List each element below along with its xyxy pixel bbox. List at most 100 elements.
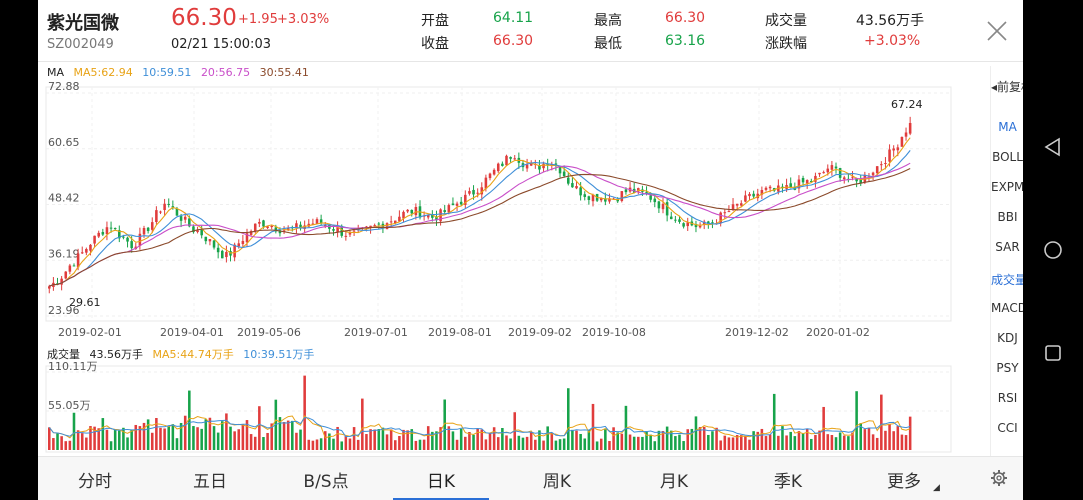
date-tick-label: 2019-05-06 xyxy=(237,326,301,339)
tab-4[interactable]: 周K xyxy=(542,472,572,492)
candle-body xyxy=(842,177,846,180)
volume-bar xyxy=(97,428,100,450)
kline-chart-area[interactable]: MA MA5:62.94 10:59.51 20:56.75 30:55.41 … xyxy=(38,62,990,456)
indicator-0[interactable]: ◂前复权 xyxy=(991,80,1023,94)
price-tick-label: 48.42 xyxy=(48,192,80,205)
candle-body xyxy=(814,175,817,182)
volume-bar xyxy=(900,434,904,450)
candle-body xyxy=(682,223,685,227)
volume-bar xyxy=(690,428,694,450)
tab-0[interactable]: 分时 xyxy=(78,472,112,492)
indicator-3[interactable]: EXPMA xyxy=(991,180,1023,194)
indicator-8[interactable]: KDJ xyxy=(997,331,1018,345)
candle-body xyxy=(253,223,257,232)
candle-body xyxy=(892,148,895,151)
tab-3[interactable]: 日K xyxy=(426,472,456,492)
candle-body xyxy=(303,225,306,229)
indicator-11[interactable]: CCI xyxy=(997,421,1018,435)
volume-bar xyxy=(859,423,863,450)
volume-bar xyxy=(369,429,372,450)
indicator-7[interactable]: MACD xyxy=(991,301,1023,315)
volume-bar xyxy=(216,432,220,450)
candle-body xyxy=(649,195,652,200)
candle-body xyxy=(760,190,764,195)
recents-button[interactable] xyxy=(1043,343,1063,363)
tab-5[interactable]: 月K xyxy=(659,472,689,492)
volume-bar xyxy=(435,431,438,450)
back-button[interactable] xyxy=(1043,137,1063,157)
vol-ma10-line xyxy=(48,416,911,438)
candle-body xyxy=(373,225,376,227)
volume-bar xyxy=(286,420,290,450)
volume-bar xyxy=(781,426,784,450)
settings-button[interactable] xyxy=(988,467,1010,489)
volume-bar xyxy=(793,436,797,450)
candle-body xyxy=(64,271,68,279)
indicator-9[interactable]: PSY xyxy=(996,361,1019,375)
volume-bar xyxy=(171,424,175,450)
indicator-4[interactable]: BBI xyxy=(997,210,1018,224)
volume-bar xyxy=(183,415,187,450)
candle-body xyxy=(295,223,298,228)
candle-body xyxy=(727,211,731,213)
volume-bar xyxy=(208,417,212,450)
candle-body xyxy=(80,252,84,254)
change-pct-label: 涨跌幅 xyxy=(765,36,807,52)
volume-bar xyxy=(604,429,607,450)
volume-bar xyxy=(628,434,632,450)
volume-bar xyxy=(414,440,418,450)
candle-body xyxy=(805,179,809,184)
home-button[interactable] xyxy=(1043,240,1063,260)
candle-body xyxy=(620,191,624,202)
volume-bar xyxy=(550,432,554,450)
volume-legend: 成交量 43.56万手 MA5:44.74万手 10:39.51万手 xyxy=(47,346,314,362)
indicator-1[interactable]: MA xyxy=(998,120,1017,134)
volume-bar xyxy=(406,430,409,450)
candle-body xyxy=(171,206,175,208)
candle-body xyxy=(406,209,409,212)
volume-bar xyxy=(529,432,533,450)
candle-body xyxy=(179,216,183,221)
volume-bar xyxy=(142,422,146,450)
volume-bar xyxy=(661,430,665,450)
volume-axis-labels: 110.11万 55.05万 xyxy=(48,360,98,412)
volume-bar xyxy=(830,434,834,450)
volume-bar xyxy=(847,436,850,450)
volume-bar xyxy=(534,439,537,450)
volume-bar xyxy=(546,426,549,450)
candle-body xyxy=(183,216,187,220)
back-icon xyxy=(1044,137,1060,157)
candle-body xyxy=(488,173,492,179)
candle-body xyxy=(385,223,389,230)
candle-body xyxy=(513,158,517,160)
volume-bar xyxy=(595,441,599,450)
tab-1[interactable]: 五日 xyxy=(193,472,227,492)
indicator-2[interactable]: BOLL xyxy=(992,150,1023,164)
tab-6[interactable]: 季K xyxy=(773,472,803,492)
indicator-10[interactable]: RSI xyxy=(997,391,1018,405)
volume-ma-lines xyxy=(48,415,911,439)
volume-value: 43.56万手 xyxy=(856,13,925,29)
candle-body xyxy=(571,183,574,188)
volume-bar xyxy=(356,439,360,450)
candle-body xyxy=(237,243,241,247)
close-button[interactable] xyxy=(984,18,1010,44)
volume-bar xyxy=(669,430,673,450)
candle-body xyxy=(369,225,372,228)
indicator-5[interactable]: SAR xyxy=(995,240,1020,254)
tab-2[interactable]: B/S点 xyxy=(303,472,349,492)
candle-body xyxy=(525,164,529,169)
candle-body xyxy=(249,231,253,235)
candle-body xyxy=(270,226,273,228)
price-tick-label: 36.19 xyxy=(48,247,80,260)
candle-body xyxy=(122,236,125,238)
indicator-6[interactable]: 成交量 xyxy=(991,273,1023,287)
candle-body xyxy=(505,155,508,166)
candle-body xyxy=(484,177,488,189)
volume-bar xyxy=(707,434,710,450)
candle-body xyxy=(410,209,414,214)
candle-body xyxy=(554,163,558,165)
tab-7[interactable]: 更多 xyxy=(887,472,921,492)
candle-body xyxy=(426,215,430,218)
volume-bar xyxy=(319,438,323,450)
